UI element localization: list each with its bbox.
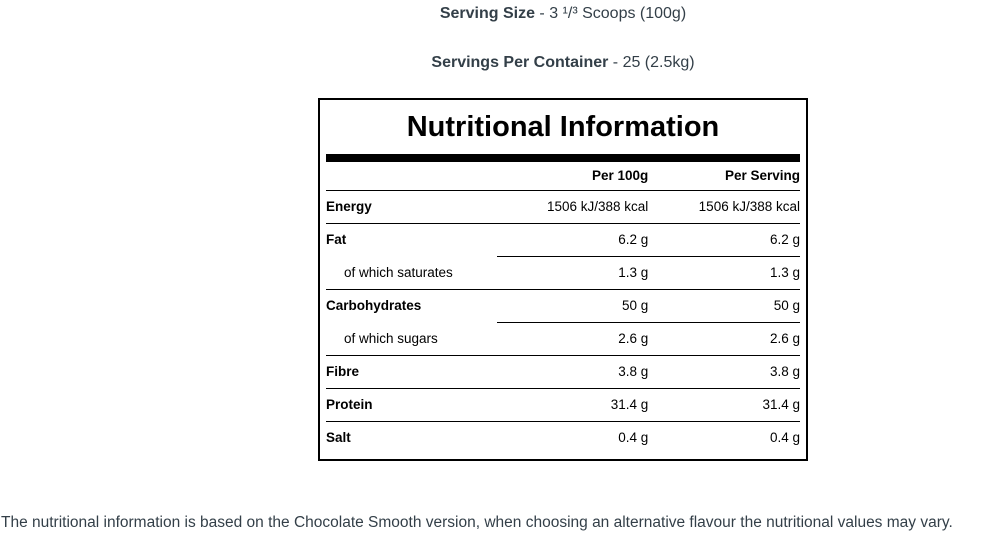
- servings-per-container-label: Servings Per Container: [431, 54, 609, 71]
- nutrient-label: Protein: [326, 388, 497, 422]
- per-100g-value: 31.4 g: [496, 388, 649, 422]
- per-serving-value: 2.6 g: [648, 322, 800, 356]
- table-row: of which sugars 2.6 g 2.6 g: [326, 322, 800, 356]
- per-100g-value: 50 g: [496, 289, 649, 323]
- per-100g-value: 3.8 g: [496, 355, 649, 389]
- per-100g-value: 2.6 g: [496, 322, 649, 356]
- per-100g-value: 0.4 g: [618, 430, 649, 446]
- nutrient-label: Energy: [326, 190, 497, 224]
- nutrient-label: of which saturates: [326, 256, 497, 290]
- nutrient-label: of which sugars: [326, 322, 497, 356]
- per-serving-value: 1506 kJ/388 kcal: [648, 190, 800, 224]
- thick-divider-bar: [326, 154, 800, 162]
- table-row: Fibre 3.8 g 3.8 g: [326, 355, 800, 389]
- per-100g-value: 1506 kJ/388 kcal: [496, 190, 649, 224]
- table-row: Fat 6.2 g 6.2 g: [326, 223, 800, 257]
- per-100g-column-header: Per 100g: [496, 162, 649, 191]
- nutrient-label: Carbohydrates: [326, 298, 422, 314]
- per-serving-column-header: Per Serving: [648, 162, 800, 191]
- per-serving-value: 0.4 g: [769, 430, 800, 446]
- per-serving-value: 50 g: [648, 289, 800, 323]
- per-100g-value: 6.2 g: [496, 223, 649, 257]
- per-serving-value: 3.8 g: [648, 355, 800, 389]
- serving-size-value: - 3 ¹/³ Scoops (100g): [534, 5, 687, 22]
- nutrient-label: Fibre: [326, 355, 497, 389]
- per-100g-value: 1.3 g: [496, 256, 649, 290]
- serving-size-label: Serving Size: [439, 5, 535, 22]
- servings-per-container-value: - 25 (2.5kg): [608, 54, 695, 71]
- table-row: Protein 31.4 g 31.4 g: [326, 388, 800, 422]
- per-serving-value: 1.3 g: [648, 256, 800, 290]
- per-serving-value: 31.4 g: [648, 388, 800, 422]
- servings-per-container-line: Servings Per Container - 25 (2.5kg): [318, 54, 808, 72]
- table-row: Energy 1506 kJ/388 kcal 1506 kJ/388 kcal: [326, 190, 800, 224]
- nutrition-table: Per 100g Per Serving Energy 1506 kJ/388 k…: [326, 162, 800, 454]
- table-row: Salt 0.4 g 0.4 g: [326, 421, 800, 454]
- nutrition-table-header-row: Per 100g Per Serving: [326, 162, 800, 191]
- serving-size-line: Serving Size - 3 ¹/³ Scoops (100g): [318, 0, 808, 23]
- per-serving-value: 6.2 g: [648, 223, 800, 257]
- product-nutrition-section: Serving Size - 3 ¹/³ Scoops (100g) Servi…: [318, 0, 808, 461]
- table-row: Carbohydrates 50 g 50 g: [326, 289, 800, 323]
- table-row: of which saturates 1.3 g 1.3 g: [326, 256, 800, 290]
- nutrition-table-body: Energy 1506 kJ/388 kcal 1506 kJ/388 kcal Fa…: [326, 190, 800, 454]
- nutrition-info-panel: Nutritional Information Per 100g Per Ser…: [318, 98, 808, 461]
- nutrition-panel-title: Nutritional Information: [406, 111, 720, 143]
- nutrient-label: Salt: [326, 430, 351, 446]
- nutrient-label: Fat: [326, 232, 347, 248]
- nutrient-column-header: [326, 162, 497, 191]
- flavour-disclaimer-note: The nutritional information is based on …: [1, 514, 953, 531]
